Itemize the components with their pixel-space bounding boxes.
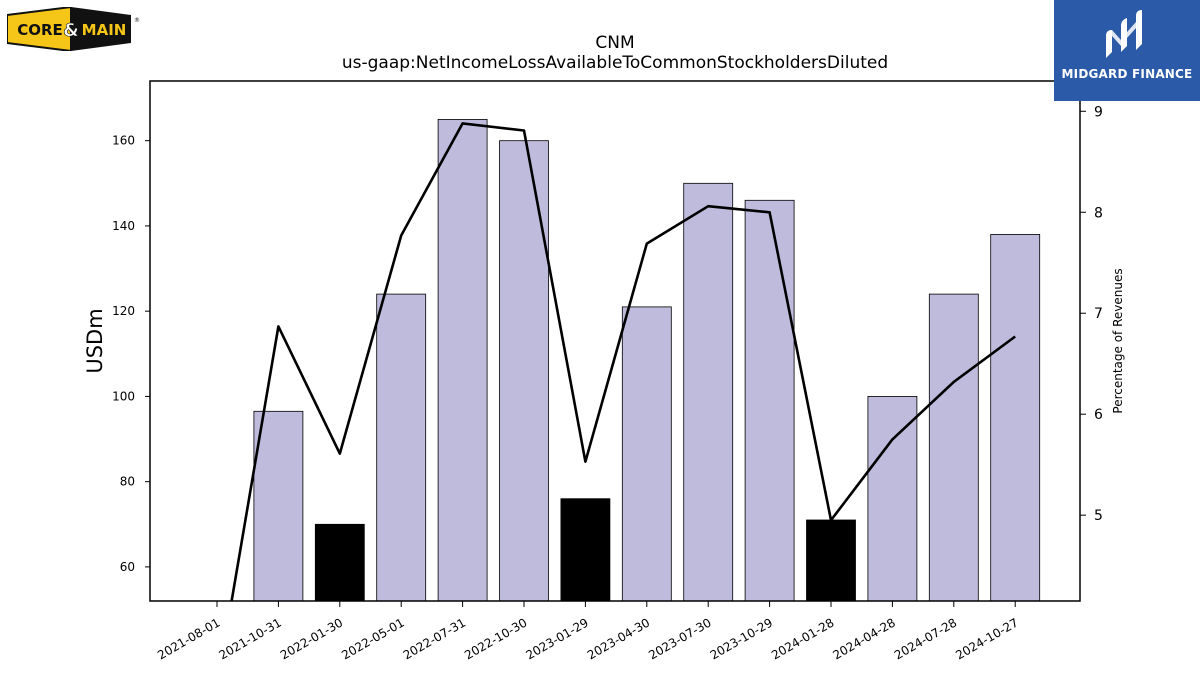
x-tick-label-2022-07-31: 2022-07-31: [401, 615, 468, 662]
y-tick-label-100: 100: [112, 389, 135, 403]
x-tick-label-2024-04-28: 2024-04-28: [830, 615, 897, 662]
right-axis: 5 6 7 8 9: [1080, 104, 1103, 524]
y-tick-label-160: 160: [112, 134, 135, 148]
x-tick-label-2022-10-30: 2022-10-30: [462, 615, 529, 662]
core-and-main-logo: CORE & MAIN ®: [7, 7, 140, 51]
x-tick-label-2022-05-01: 2022-05-01: [339, 615, 406, 662]
y-tick-label-120: 120: [112, 304, 135, 318]
x-tick-label-2021-10-31: 2021-10-31: [216, 615, 283, 662]
bar-2024-10-27: [990, 233, 1041, 602]
bar-2024-07-28: [928, 293, 979, 602]
midgard-emblem-icon: [1106, 10, 1142, 58]
y2-axis-label: Percentage of Revenues: [1111, 268, 1125, 413]
percentage-line: [230, 122, 1016, 601]
bar-2024-04-28: [867, 395, 918, 602]
x-tick-label-2023-07-30: 2023-07-30: [646, 615, 713, 662]
svg-text:&: &: [63, 20, 79, 41]
y2-tick-label-9: 9: [1094, 104, 1103, 120]
bar-2023-01-29: [560, 498, 611, 602]
x-tick-label-2024-10-27: 2024-10-27: [953, 615, 1020, 662]
plot-frame: [149, 80, 1081, 602]
y-tick-label-60: 60: [120, 560, 135, 574]
y-tick-label-80: 80: [120, 475, 135, 489]
bar-2022-01-30: [314, 523, 365, 602]
y2-tick-label-8: 8: [1094, 205, 1103, 221]
left-axis: 60 80 100 120 140 160: [112, 134, 150, 574]
x-tick-label-2023-10-29: 2023-10-29: [708, 615, 775, 662]
bar-2022-10-30: [499, 140, 549, 602]
x-tick-label-2023-01-29: 2023-01-29: [523, 615, 590, 662]
x-tick-label-2024-07-28: 2024-07-28: [892, 615, 959, 662]
x-axis: 2021-08-012021-10-312022-01-302022-05-01…: [155, 601, 1021, 662]
bar-2023-07-30: [683, 182, 734, 602]
svg-text:MAIN: MAIN: [82, 21, 127, 39]
bar-2021-10-31: [253, 410, 304, 602]
midgard-finance-logo: MIDGARD FINANCE: [1054, 0, 1200, 101]
y-axis-label: USDm: [83, 308, 107, 373]
x-tick-label-2024-01-28: 2024-01-28: [769, 615, 836, 662]
line-series: [230, 122, 1016, 601]
svg-text:CORE: CORE: [17, 21, 63, 39]
x-tick-label-2022-01-30: 2022-01-30: [278, 615, 345, 662]
x-tick-label-2023-04-30: 2023-04-30: [585, 615, 652, 662]
y2-tick-label-5: 5: [1094, 508, 1103, 524]
midgard-finance-text: MIDGARD FINANCE: [1061, 67, 1193, 81]
bar-2022-07-31: [437, 119, 488, 602]
y-tick-label-140: 140: [112, 219, 135, 233]
y2-tick-label-7: 7: [1094, 306, 1103, 322]
bar-2023-10-29: [744, 199, 795, 602]
y2-tick-label-6: 6: [1094, 407, 1103, 423]
chart-subtitle: us-gaap:NetIncomeLossAvailableToCommonSt…: [342, 53, 888, 73]
svg-text:®: ®: [134, 17, 140, 24]
bar-2024-01-28: [806, 519, 856, 602]
x-tick-label-2021-08-01: 2021-08-01: [155, 615, 222, 662]
chart-title: CNM: [595, 33, 634, 53]
bar-2022-05-01: [376, 293, 427, 602]
bar-2023-04-30: [621, 306, 672, 602]
bar-series: [253, 119, 1041, 602]
